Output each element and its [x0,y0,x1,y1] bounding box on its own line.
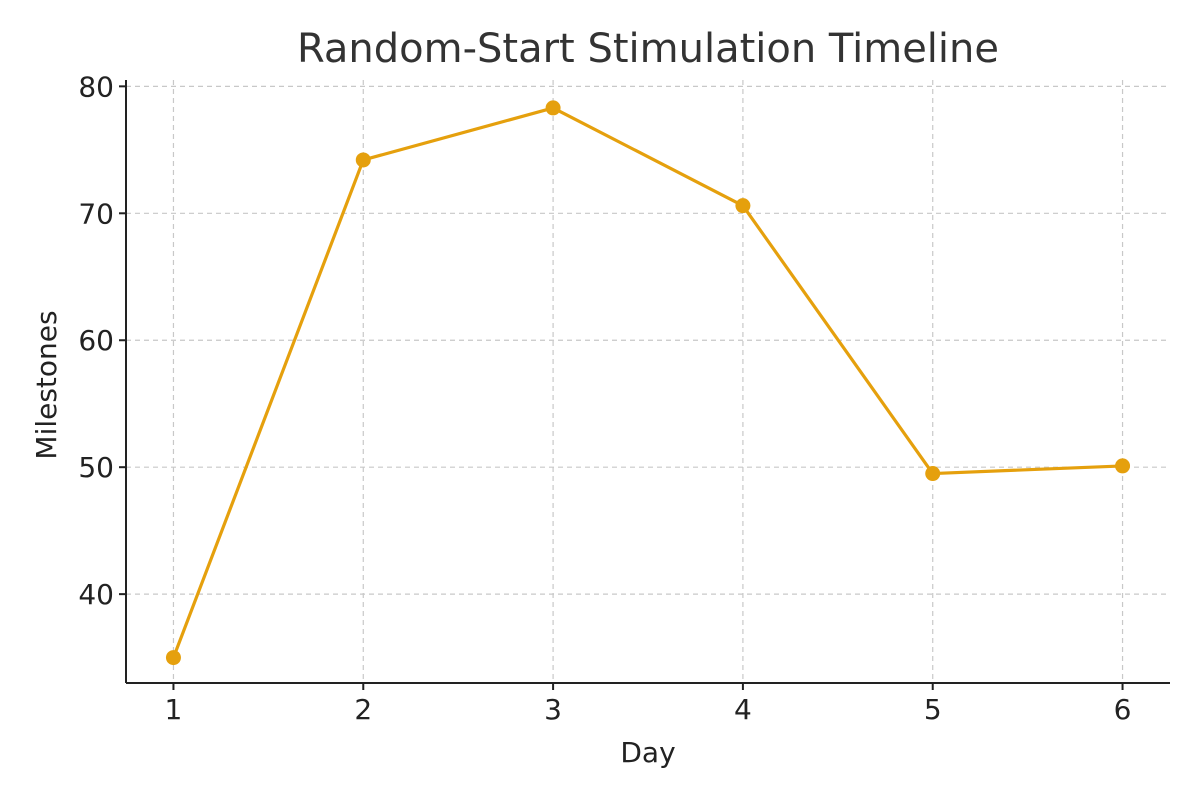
tick-labels: 1 2 3 4 5 6 40 50 60 70 80 [78,70,1131,726]
data-point [735,198,751,214]
data-point [355,152,371,168]
data-point [925,466,941,482]
y-tick-label: 50 [78,451,114,484]
data-point [1115,458,1131,474]
series-line [171,106,1123,659]
y-axis-label: Milestones [30,310,63,459]
series-layer [165,100,1131,666]
x-tick-label: 4 [734,693,752,726]
chart-title: Random-Start Stimulation Timeline [297,26,999,72]
x-tick-label: 5 [924,693,942,726]
x-axis-label: Day [620,736,675,769]
data-point [545,100,561,116]
x-tick-label: 3 [544,693,562,726]
y-tick-label: 40 [78,578,114,611]
y-tick-label: 60 [78,324,114,357]
y-tick-label: 80 [78,70,114,103]
axes [119,80,1170,690]
x-tick-label: 6 [1114,693,1132,726]
grid [126,80,1170,683]
x-tick-label: 2 [354,693,372,726]
y-tick-label: 70 [78,197,114,230]
data-point [165,650,181,666]
x-tick-label: 1 [165,693,183,726]
